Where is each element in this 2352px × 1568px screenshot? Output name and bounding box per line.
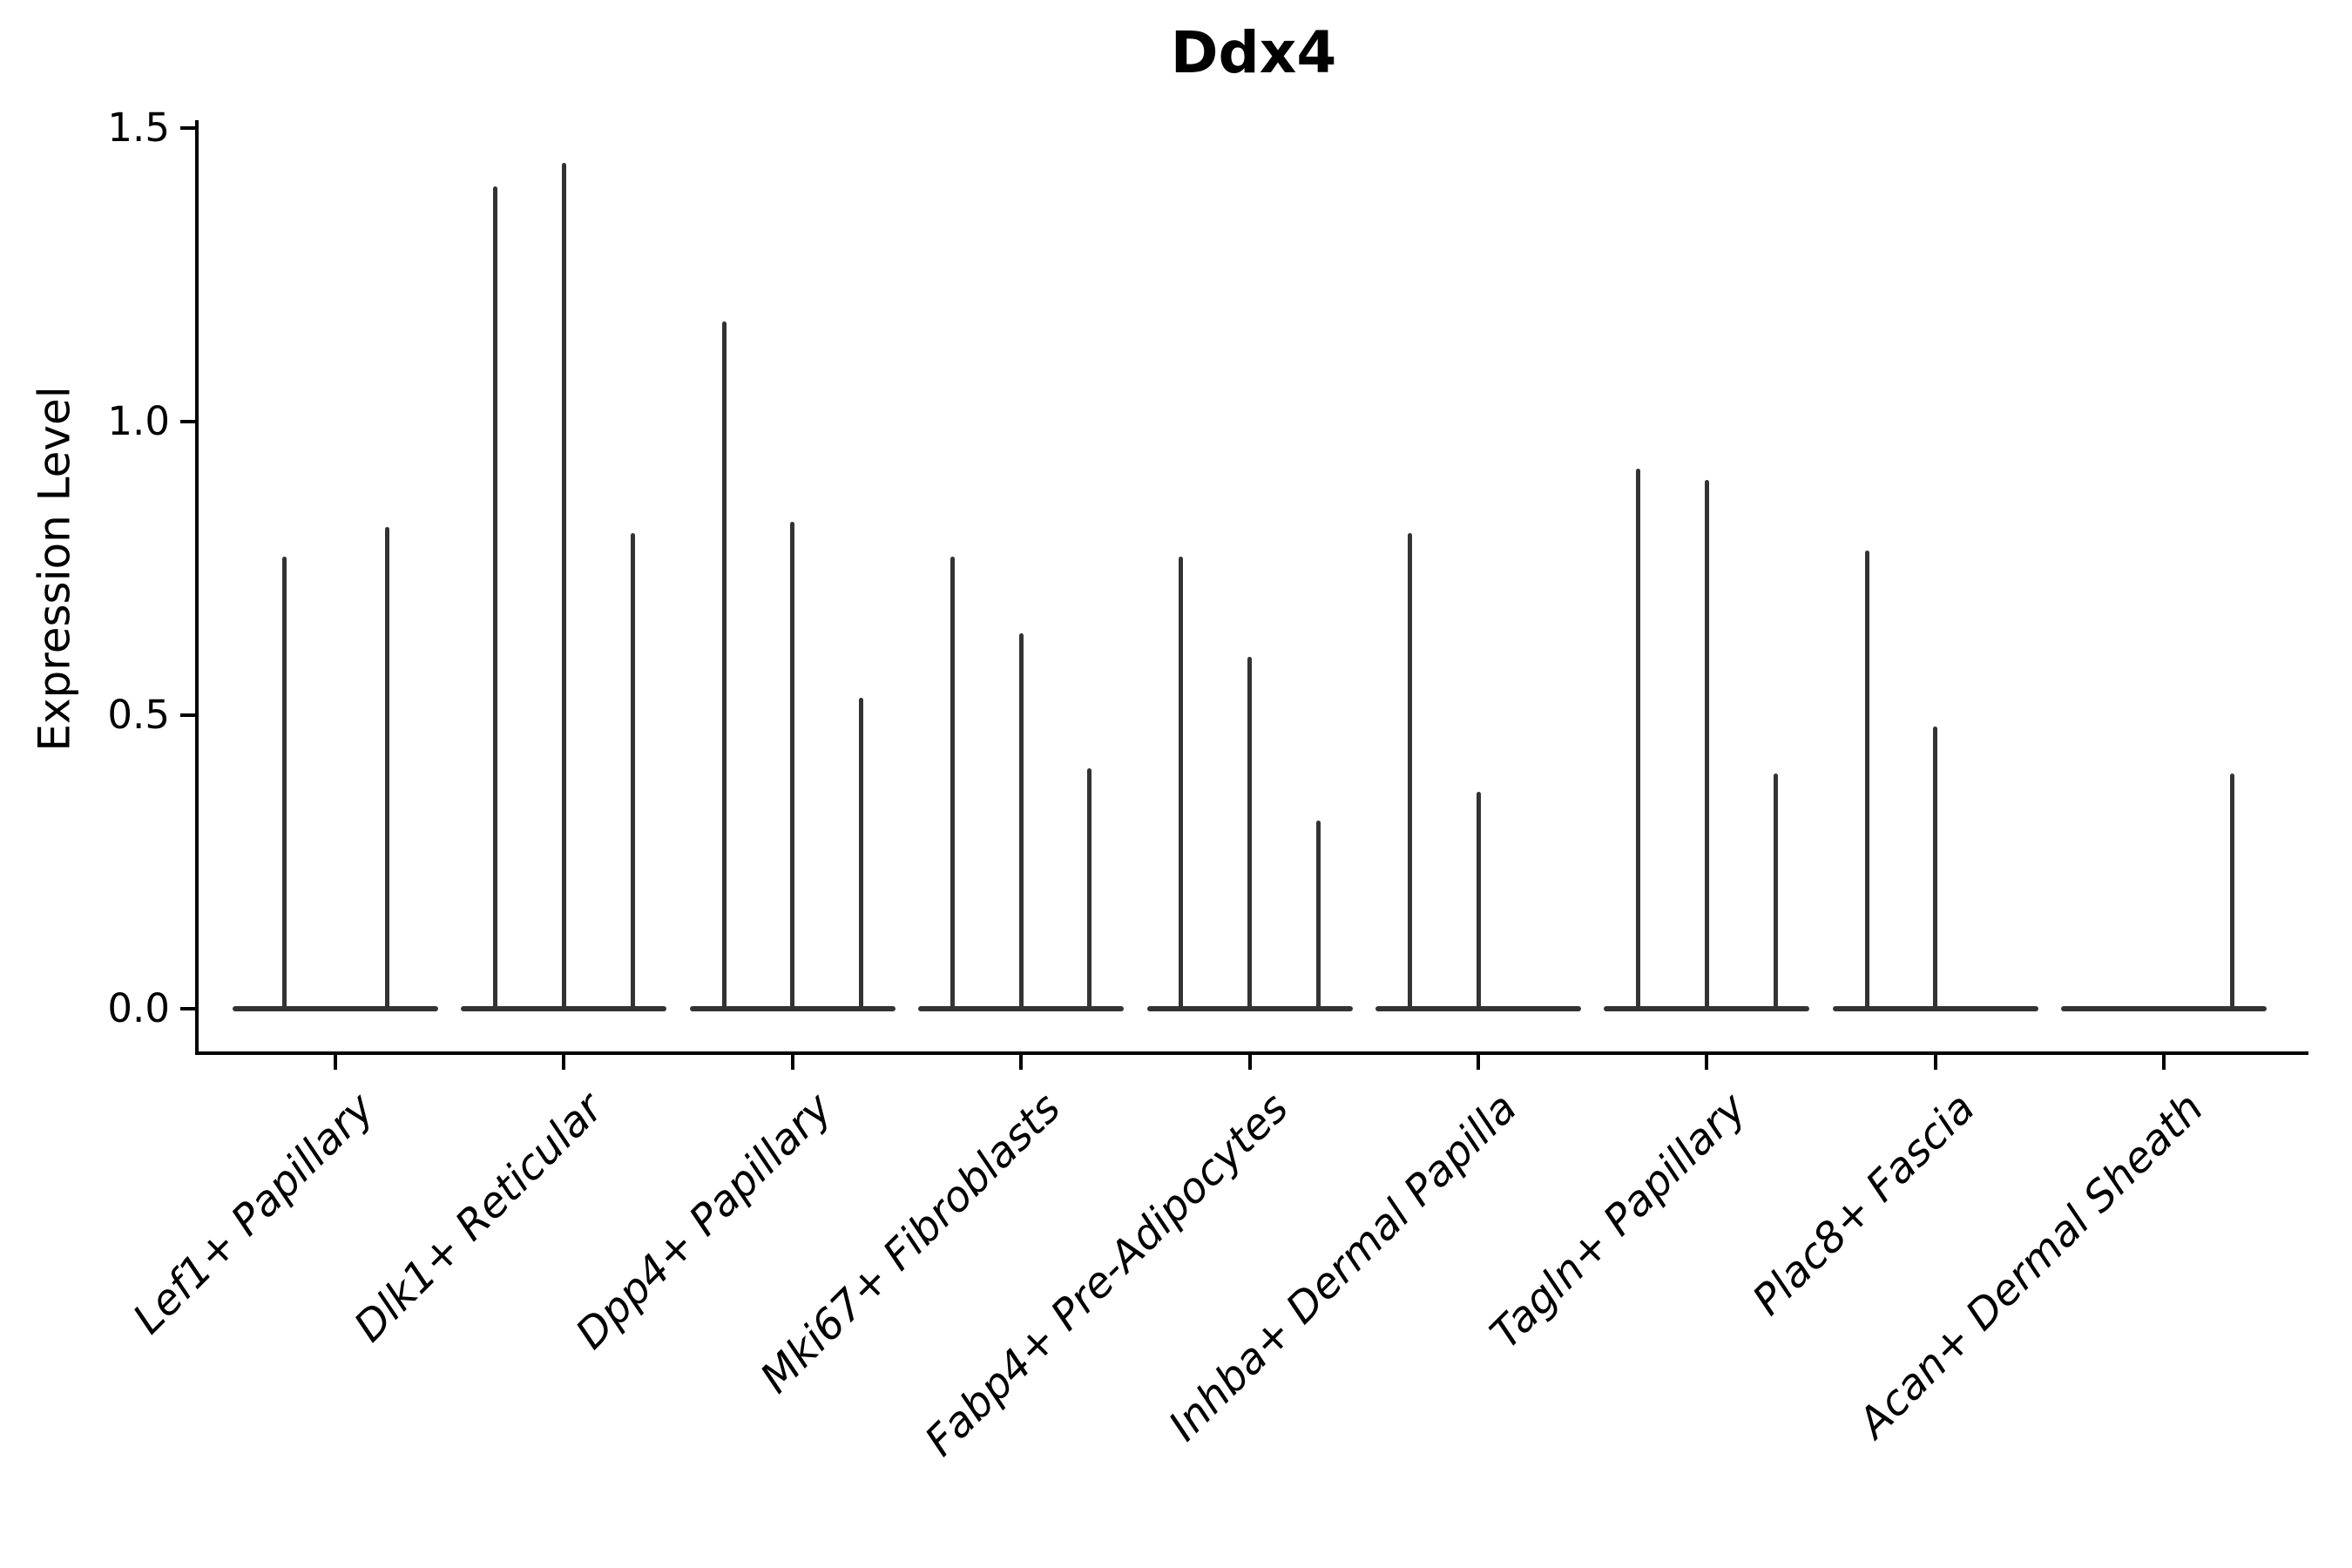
x-axis-tick (334, 1055, 337, 1070)
violin-spike (1179, 557, 1184, 1011)
x-axis-tick-label: Plac8+ Fascia (1742, 1084, 1984, 1325)
x-axis-tick-label: Dlk1+ Reticular (344, 1084, 613, 1352)
y-axis-tick-label: 0.0 (107, 985, 170, 1031)
x-axis-tick (1933, 1055, 1937, 1070)
chart-title: Ddx4 (1170, 19, 1337, 86)
x-axis-tick (2162, 1055, 2166, 1070)
violin-spike (561, 163, 566, 1011)
x-axis-tick (790, 1055, 794, 1070)
x-axis-tick (1247, 1055, 1252, 1070)
violin-spike (858, 697, 863, 1011)
violin-spike (2230, 774, 2235, 1011)
y-axis-tick (180, 713, 195, 717)
violin-baseline (233, 1006, 438, 1011)
violin-spike (1407, 533, 1412, 1011)
x-axis-tick (1019, 1055, 1024, 1070)
violin-spike (1476, 791, 1481, 1011)
y-axis-tick (180, 420, 195, 423)
x-axis-tick (562, 1055, 566, 1070)
violin-spike (281, 557, 287, 1011)
x-axis-tick (1477, 1055, 1480, 1070)
violin-spike (630, 533, 635, 1011)
x-axis-tick (1705, 1055, 1709, 1070)
x-axis-tick-label: Dpp4+ Papillary (565, 1084, 841, 1359)
violin-baseline (2061, 1006, 2268, 1011)
violin-spike (721, 321, 727, 1011)
y-axis-tick (180, 126, 195, 130)
violin-spike (1018, 632, 1024, 1011)
violin-spike (384, 527, 389, 1011)
violin-spike (950, 557, 956, 1011)
violin-spike (1864, 551, 1869, 1011)
x-axis-tick-label: Lef1+ Papillary (124, 1084, 384, 1344)
violin-spike (1247, 656, 1253, 1011)
y-axis-spine (195, 120, 199, 1055)
y-axis-tick-label: 1.5 (107, 105, 170, 151)
violin-spike (1933, 727, 1938, 1011)
violin-spike (493, 186, 498, 1011)
y-axis-tick (180, 1007, 195, 1010)
violin-spike (790, 521, 795, 1011)
violin-spike (1315, 821, 1321, 1011)
violin-spike (1636, 468, 1641, 1011)
y-axis-tick-label: 0.5 (107, 692, 170, 738)
y-axis-tick-label: 1.0 (107, 398, 170, 444)
violin-spike (1087, 767, 1092, 1011)
y-axis-label-box: Expression Level (7, 128, 103, 1010)
x-axis-spine (195, 1051, 2308, 1055)
violin-spike (1704, 480, 1709, 1011)
x-axis-tick-label: Fabp4+ Pre-Adipocytes (916, 1084, 1299, 1466)
x-axis-tick-label: Tagln+ Papillary (1480, 1084, 1756, 1359)
violin-spike (1773, 774, 1778, 1011)
